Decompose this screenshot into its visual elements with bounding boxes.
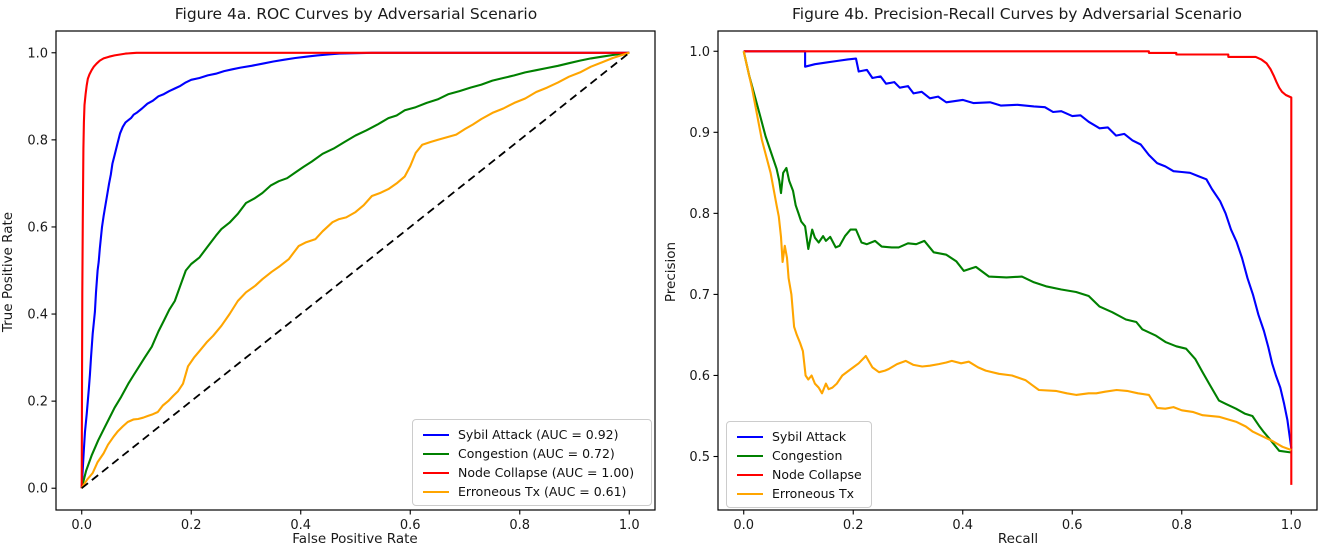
x-tick-label: 1.0 bbox=[1281, 518, 1302, 533]
y-tick-label: 0.6 bbox=[27, 220, 48, 235]
series-line-erroneous-tx-auc-0-61 bbox=[80, 51, 630, 489]
y-tick-label: 0.8 bbox=[689, 207, 710, 222]
legend-item-label: Sybil Attack (AUC = 0.92) bbox=[458, 427, 619, 442]
series-line-sybil-attack-auc-0-92 bbox=[80, 51, 630, 489]
legend-item-sybil-attack: Sybil Attack bbox=[737, 429, 861, 444]
legend-item-label: Erroneous Tx bbox=[772, 486, 855, 501]
legend-line-swatch bbox=[423, 452, 449, 455]
pr-plot-area: 0.0 0.2 0.4 0.6 0.8 1.0 0.5 0.6 0.7 0.8 0.9 1.0 bbox=[689, 30, 1318, 533]
y-tick-label: 0.8 bbox=[27, 133, 48, 148]
legend-item-congestion: Congestion bbox=[737, 448, 861, 463]
pr-legend: Sybil Attack Congestion Node Collapse Erron… bbox=[726, 421, 872, 508]
pr-chart-title: Figure 4b. Precision-Recall Curves by Ad… bbox=[791, 5, 1242, 23]
x-tick-label: 0.4 bbox=[952, 518, 973, 533]
legend-line-swatch bbox=[737, 435, 763, 438]
legend-item-label: Congestion (AUC = 0.72) bbox=[458, 446, 615, 461]
pr-chart: Figure 4b. Precision-Recall Curves by Ad… bbox=[663, 0, 1325, 558]
legend-line-swatch bbox=[423, 471, 449, 474]
y-tick-label: 0.0 bbox=[27, 482, 48, 497]
legend-line-swatch bbox=[423, 490, 449, 493]
pr-x-axis-label: Recall bbox=[997, 531, 1039, 547]
series-line-node-collapse-auc-1-00 bbox=[80, 51, 630, 489]
series-line-erroneous-tx bbox=[742, 51, 1292, 451]
legend-item-sybil-attack-auc-0-92: Sybil Attack (AUC = 0.92) bbox=[423, 427, 641, 442]
legend-line-swatch bbox=[737, 454, 763, 457]
x-tick-label: 0.8 bbox=[509, 518, 530, 533]
legend-item-label: Congestion bbox=[772, 448, 843, 463]
legend-item-label: Node Collapse (AUC = 1.00) bbox=[458, 465, 635, 480]
y-tick-label: 0.4 bbox=[27, 308, 48, 323]
series-line-congestion-auc-0-72 bbox=[80, 51, 630, 489]
legend-item-erroneous-tx-auc-0-61: Erroneous Tx (AUC = 0.61) bbox=[423, 484, 641, 499]
y-tick-label: 0.2 bbox=[27, 395, 48, 410]
x-tick-label: 0.0 bbox=[71, 518, 92, 533]
roc-plot-area: 0.0 0.2 0.4 0.6 0.8 1.0 0.0 0.2 0.4 0.6 0.8 1.0 bbox=[27, 30, 656, 533]
axes-frame bbox=[717, 30, 1318, 511]
series-line-sybil-attack bbox=[743, 50, 1293, 449]
x-tick-label: 0.2 bbox=[843, 518, 864, 533]
x-tick-label: 0.0 bbox=[733, 518, 754, 533]
x-tick-label: 0.4 bbox=[290, 518, 311, 533]
legend-item-node-collapse: Node Collapse bbox=[737, 467, 862, 482]
x-tick-label: 1.0 bbox=[619, 518, 640, 533]
y-tick-label: 0.7 bbox=[689, 288, 710, 303]
roc-chart: Figure 4a. ROC Curves by Adversarial Sce… bbox=[0, 0, 662, 558]
x-tick-label: 0.6 bbox=[400, 518, 421, 533]
legend-item-label: Node Collapse bbox=[772, 467, 862, 482]
x-tick-label: 0.2 bbox=[181, 518, 202, 533]
legend-line-swatch bbox=[737, 492, 763, 495]
legend-line-swatch bbox=[737, 473, 763, 476]
legend-item-label: Erroneous Tx (AUC = 0.61) bbox=[458, 484, 627, 499]
y-tick-label: 0.5 bbox=[689, 450, 710, 465]
legend-item-node-collapse-auc-1-00: Node Collapse (AUC = 1.00) bbox=[423, 465, 641, 480]
x-tick-label: 0.8 bbox=[1171, 518, 1192, 533]
series-line-congestion bbox=[742, 51, 1292, 454]
y-tick-label: 1.0 bbox=[689, 45, 710, 60]
roc-chart-title: Figure 4a. ROC Curves by Adversarial Sce… bbox=[174, 5, 538, 23]
legend-item-label: Sybil Attack bbox=[772, 429, 847, 444]
x-tick-label: 0.6 bbox=[1062, 518, 1083, 533]
legend-item-congestion-auc-0-72: Congestion (AUC = 0.72) bbox=[423, 446, 641, 461]
series-line-node-collapse bbox=[743, 50, 1293, 485]
y-tick-label: 1.0 bbox=[27, 46, 48, 61]
y-tick-label: 0.6 bbox=[689, 369, 710, 384]
roc-legend: Sybil Attack (AUC = 0.92) Congestion (AUC… bbox=[412, 419, 652, 506]
legend-line-swatch bbox=[423, 433, 449, 436]
roc-x-axis-label: False Positive Rate bbox=[292, 531, 418, 547]
axes-frame bbox=[55, 30, 656, 511]
legend-item-erroneous-tx: Erroneous Tx bbox=[737, 486, 861, 501]
y-tick-label: 0.9 bbox=[689, 126, 710, 141]
